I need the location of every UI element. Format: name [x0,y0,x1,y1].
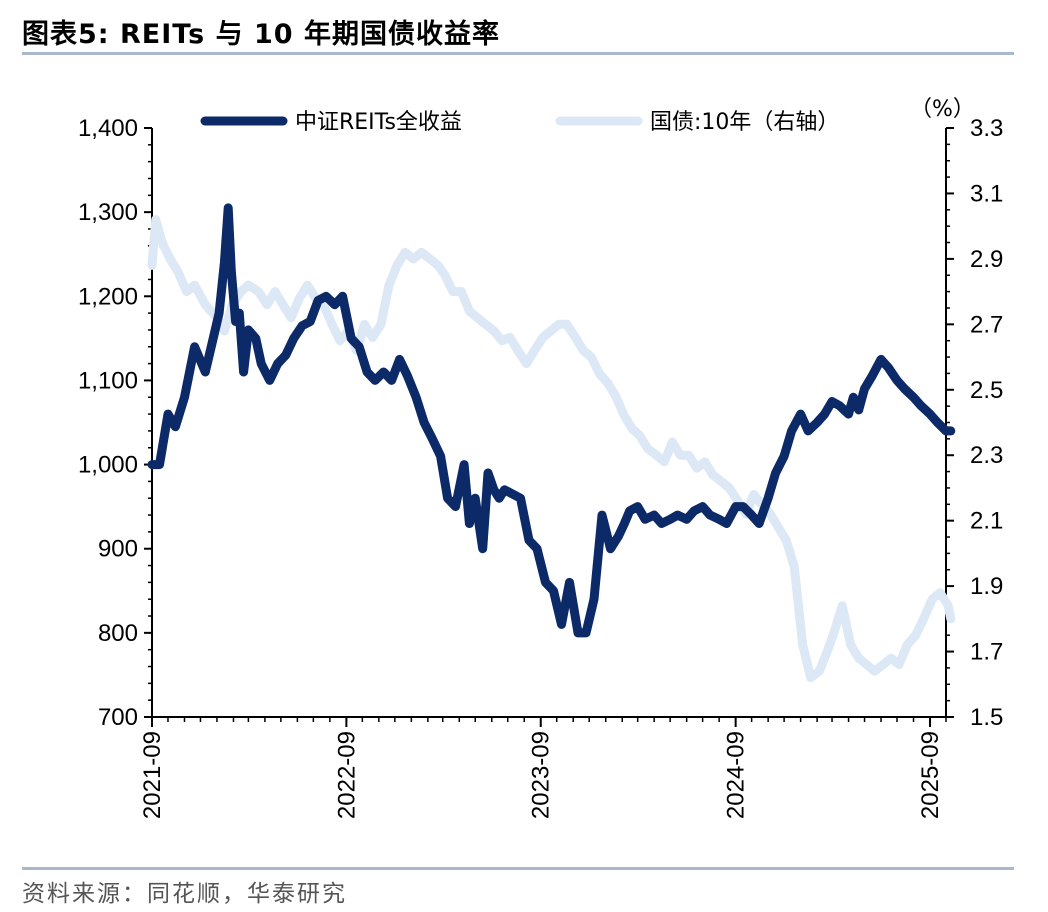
figure-title: 图表5: REITs 与 10 年期国债收益率 [22,19,500,50]
series-line-reits [147,203,956,638]
y-right-tick-label: 2.5 [970,377,1003,404]
y-right-tick-label: 1.5 [970,704,1003,731]
title-divider [22,52,1014,55]
y-right-unit: （%） [910,97,975,122]
series-line-bond [147,215,956,683]
x-tick-label: 2023-09 [528,731,555,819]
y-left-tick-label: 900 [98,536,138,563]
x-tick-label: 2025-09 [917,731,944,819]
y-right-tick-label: 3.1 [970,180,1003,207]
y-right-tick-label: 2.7 [970,311,1003,338]
y-left-tick-label: 1,000 [78,452,138,479]
x-tick-label: 2022-09 [333,731,360,819]
legend-label-reits: 中证REITs全收益 [295,110,462,135]
legend-label-bond: 国债:10年（右轴） [650,110,839,135]
source-note: 资料来源：同花顺，华泰研究 [22,881,347,907]
y-left-tick-label: 1,100 [78,367,138,394]
y-left-tick-label: 700 [98,704,138,731]
y-left-tick-label: 1,300 [78,199,138,226]
y-left-tick-label: 800 [98,620,138,647]
x-tick-label: 2024-09 [723,731,750,819]
y-right-tick-label: 1.7 [970,639,1003,666]
axes-layer: 700 800 900 1,000 1,100 1,200 1,300 1,400 1.5 1.7… [78,97,1003,819]
y-right-tick-label: 2.3 [970,442,1003,469]
y-right-tick-label: 1.9 [970,573,1003,600]
y-left-tick-label: 1,200 [78,283,138,310]
source-divider [22,867,1014,870]
y-left-tick-label: 1,400 [78,115,138,142]
series-layer [147,203,956,683]
legend: 中证REITs全收益 国债:10年（右轴） [200,110,839,135]
x-tick-label: 2021-09 [139,731,166,819]
y-right-tick-label: 3.3 [970,115,1003,142]
y-right-tick-label: 2.9 [970,246,1003,273]
y-right-tick-label: 2.1 [970,508,1003,535]
